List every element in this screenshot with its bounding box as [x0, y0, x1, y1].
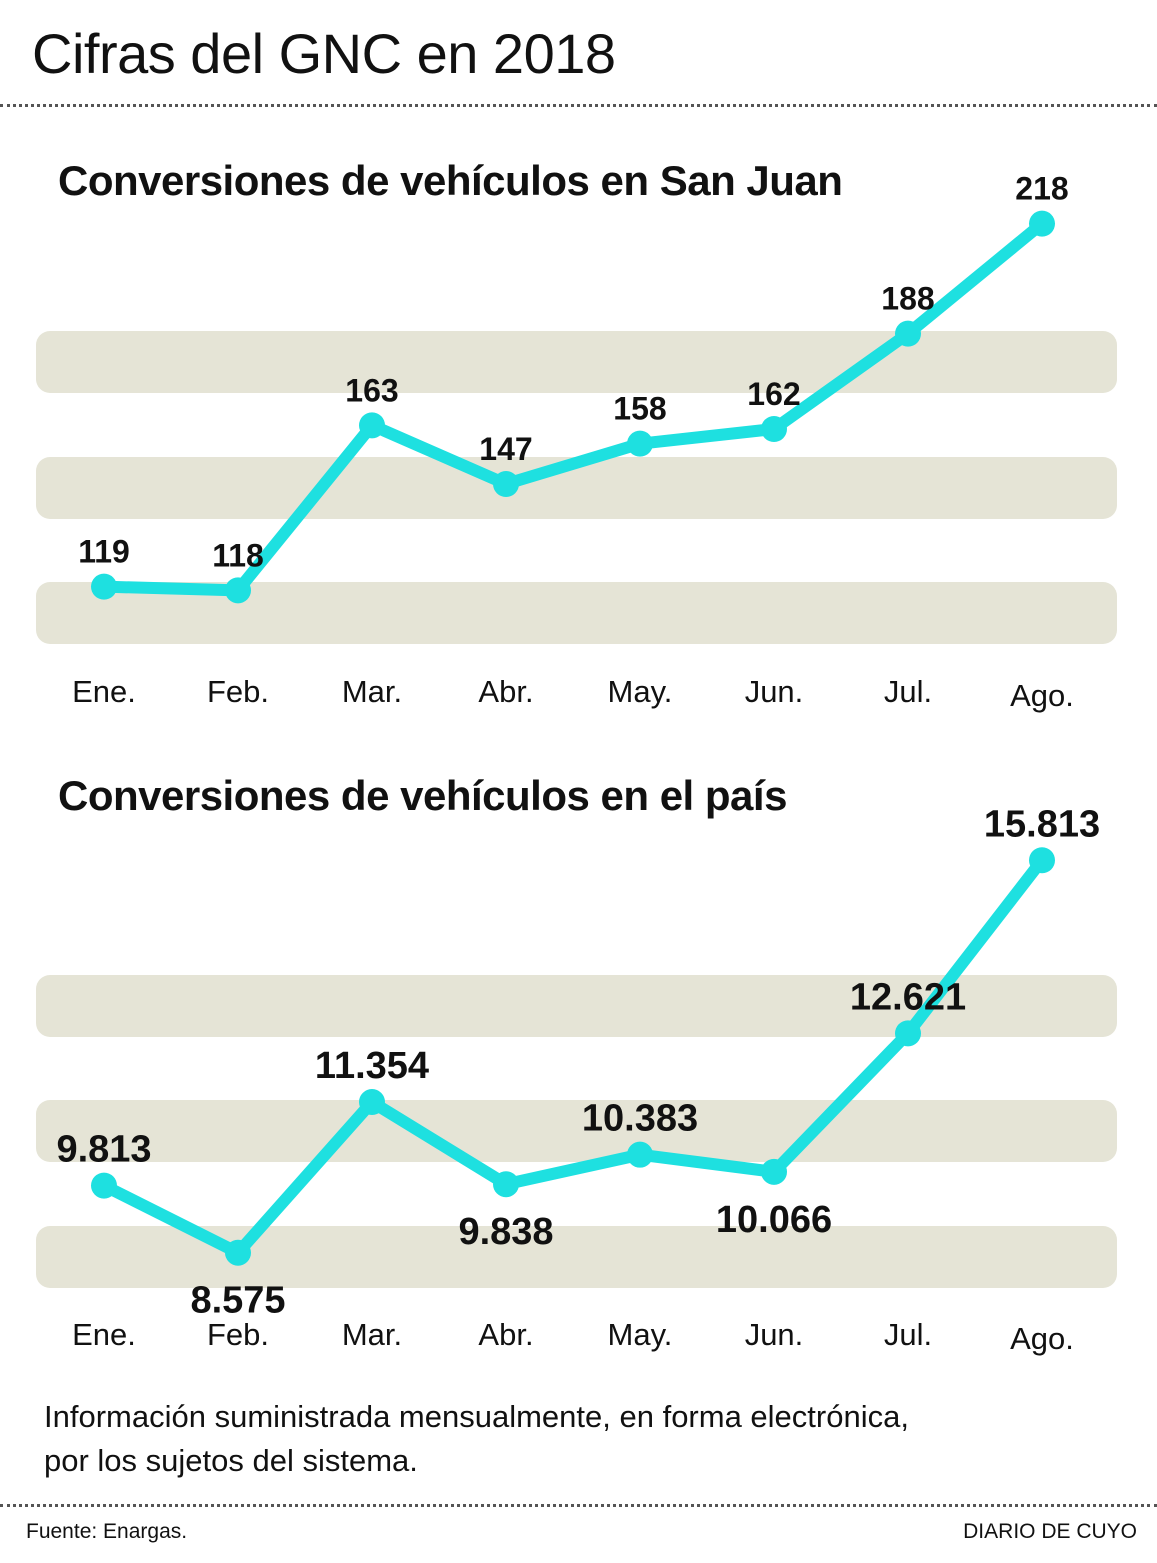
data-label: 11.354	[315, 1045, 429, 1087]
gridline-band-3	[36, 1226, 1117, 1288]
x-tick-label: Jun.	[745, 1317, 804, 1352]
data-label: 15.813	[984, 803, 1100, 845]
data-point-jun	[761, 1158, 787, 1185]
data-point-ene	[91, 1172, 117, 1199]
gridline-band-3	[36, 582, 1117, 644]
footnote: Información suministrada mensualmente, e…	[44, 1395, 1124, 1483]
data-point-jul	[895, 320, 921, 347]
data-point-ene	[91, 573, 117, 600]
data-label: 188	[881, 281, 934, 317]
x-tick-label: Ago.	[1010, 1321, 1074, 1356]
data-label: 9.813	[56, 1129, 151, 1171]
data-point-ago	[1029, 847, 1055, 874]
x-tick-label: Jul.	[884, 674, 932, 709]
gridline-band-1	[36, 975, 1117, 1037]
x-tick-label: Ene.	[72, 1317, 136, 1352]
x-tick-label: Ago.	[1010, 678, 1074, 713]
data-point-mar	[359, 1089, 385, 1116]
data-label: 8.575	[190, 1280, 285, 1322]
data-point-abr	[493, 471, 519, 497]
gridline-band-1	[36, 331, 1117, 393]
x-tick-label: Feb.	[207, 1317, 269, 1352]
source-credit: Fuente: Enargas.	[26, 1520, 188, 1543]
data-label: 147	[479, 431, 532, 467]
data-label: 12.621	[850, 976, 966, 1018]
chart-title-san-juan: Conversiones de vehículos en San Juan	[58, 157, 843, 204]
data-point-may	[627, 1141, 653, 1168]
data-label: 158	[613, 391, 666, 427]
footnote-line-2: por los sujetos del sistema.	[44, 1443, 418, 1478]
x-tick-label: Jun.	[745, 674, 804, 709]
data-label: 10.383	[582, 1098, 698, 1140]
data-point-may	[627, 430, 653, 457]
dotted-divider-bottom	[0, 1504, 1157, 1507]
x-tick-label: May.	[608, 1317, 673, 1352]
gridline-band-2	[36, 1100, 1117, 1162]
chart-title-pais: Conversiones de vehículos en el país	[58, 772, 787, 819]
page-title: Cifras del GNC en 2018	[32, 22, 616, 85]
x-tick-label: Ene.	[72, 674, 136, 709]
data-label: 10.066	[716, 1199, 832, 1241]
data-point-feb	[225, 1239, 251, 1266]
data-label: 162	[747, 376, 800, 412]
publisher-credit: DIARIO DE CUYO	[963, 1520, 1137, 1543]
data-label: 218	[1015, 171, 1068, 207]
x-tick-label: Mar.	[342, 674, 402, 709]
x-tick-label: Abr.	[478, 1317, 533, 1352]
series-line	[98, 217, 1048, 597]
dotted-divider-top	[0, 104, 1157, 107]
x-tick-label: Jul.	[884, 1317, 932, 1352]
data-label: 9.838	[458, 1211, 553, 1253]
data-label: 118	[212, 537, 264, 573]
data-label: 119	[78, 534, 130, 570]
x-tick-label: May.	[608, 674, 673, 709]
x-tick-label: Abr.	[478, 674, 533, 709]
x-tick-label: Feb.	[207, 674, 269, 709]
data-point-jul	[895, 1020, 921, 1047]
x-tick-label: Mar.	[342, 1317, 402, 1352]
data-point-jun	[761, 416, 787, 442]
data-point-ago	[1029, 210, 1055, 237]
footnote-line-1: Información suministrada mensualmente, e…	[44, 1399, 909, 1434]
data-point-mar	[359, 412, 385, 439]
series-line	[98, 854, 1048, 1259]
line-chart-pais: 9.813 8.575 11.354 9.838 10.383 10.066 12.621 1…	[36, 803, 1117, 1356]
data-label: 163	[345, 372, 398, 408]
data-point-abr	[493, 1171, 519, 1198]
data-point-feb	[225, 577, 251, 604]
line-chart-san-juan: 119 118 163 147 158 162 188 218 Ene. Feb. Mar. Abr.…	[36, 171, 1117, 713]
